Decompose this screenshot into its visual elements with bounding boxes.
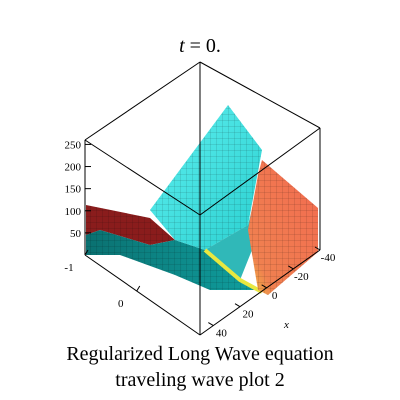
surface <box>86 105 318 295</box>
y-tick-label: 0 <box>118 298 124 310</box>
box-back-edges <box>84 61 321 141</box>
chart-title: t = 0. <box>179 35 221 57</box>
right-face-grid <box>248 160 318 295</box>
x-tick-label: 0 <box>272 290 278 302</box>
x-tick-label: 20 <box>243 309 255 321</box>
title-value: = 0. <box>185 35 221 57</box>
caption-line-2: traveling wave plot 2 <box>115 369 285 391</box>
x-axis-label: x <box>283 319 289 331</box>
y-axis: -1 0 <box>64 249 141 310</box>
x-tick-label: -40 <box>321 252 336 264</box>
x-tick-mark <box>288 265 294 270</box>
z-tick-label: 200 <box>65 162 82 174</box>
z-tick-label: 150 <box>65 184 82 196</box>
high-front-slope <box>205 170 262 280</box>
box-front-edges <box>84 62 321 336</box>
y-tick-mark <box>136 285 141 292</box>
valley-grid <box>86 230 260 290</box>
x-tick-mark <box>208 322 214 326</box>
x-tick-mark <box>234 303 241 308</box>
y-tick-mark <box>84 249 89 256</box>
x-axis: -40 -20 0 20 40 <box>208 246 336 340</box>
x-tick-label: 40 <box>216 328 228 340</box>
z-tick-label: 250 <box>65 139 82 151</box>
ridge-line <box>203 248 263 294</box>
z-axis: 50 100 150 200 250 <box>65 139 91 240</box>
left-face-grid <box>86 205 175 245</box>
high-face-grid <box>150 105 262 250</box>
title-variable: t <box>179 35 185 57</box>
z-tick-label: 100 <box>65 206 82 218</box>
caption-line-1: Regularized Long Wave equation <box>66 343 334 365</box>
x-tick-mark <box>261 284 267 289</box>
x-tick-mark <box>314 246 321 251</box>
x-tick-label: -20 <box>294 271 309 283</box>
y-tick-label: -1 <box>64 262 73 274</box>
surface-plot: 50 100 150 200 250 -1 0 -40 -20 0 20 40 x t = 0. <box>64 35 336 340</box>
z-tick-label: 50 <box>70 228 82 240</box>
